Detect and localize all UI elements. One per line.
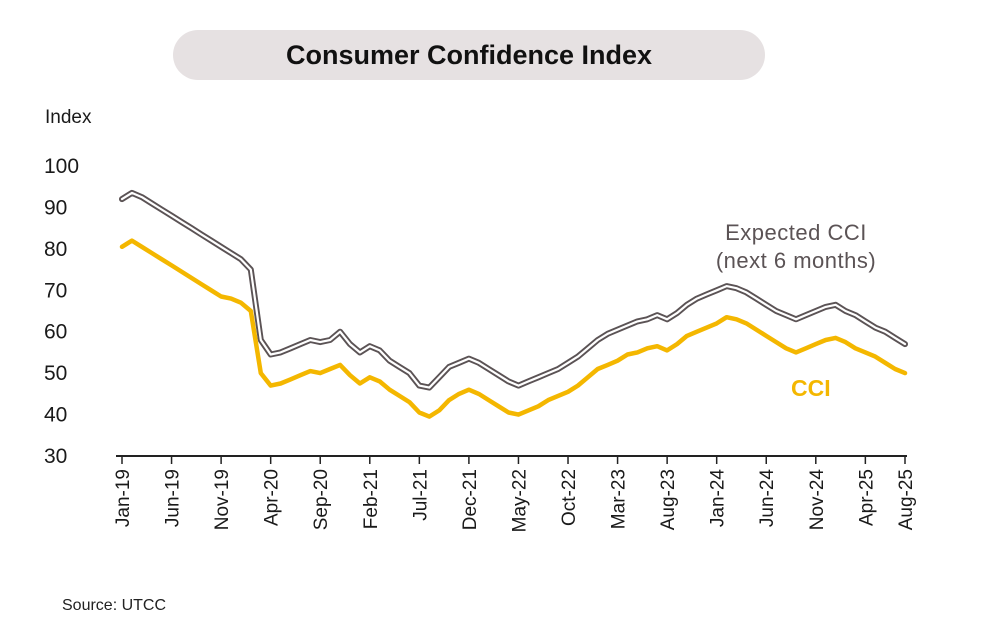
x-tick-label: Apr-25 bbox=[856, 469, 877, 526]
x-tick-label: May-22 bbox=[509, 469, 530, 532]
source-note: Source: UTCC bbox=[62, 597, 167, 614]
series-line-expected-cci-inner bbox=[120, 191, 907, 389]
y-tick-label: 90 bbox=[44, 196, 67, 219]
x-tick-label: Jul-21 bbox=[410, 469, 431, 521]
y-tick-label: 40 bbox=[44, 404, 67, 427]
x-tick-label: Mar-23 bbox=[609, 469, 630, 529]
series-label-cci: CCI bbox=[791, 375, 831, 401]
y-tick-label: 30 bbox=[44, 445, 67, 468]
x-tick-label: Feb-21 bbox=[361, 469, 382, 529]
y-tick-label: 50 bbox=[44, 362, 67, 385]
x-tick-label: Jun-19 bbox=[163, 469, 184, 527]
y-tick-label: 60 bbox=[44, 321, 67, 344]
x-tick-label: Sep-20 bbox=[311, 469, 332, 530]
y-axis-label: Index bbox=[45, 107, 92, 128]
x-tick-label: Dec-21 bbox=[460, 469, 481, 530]
y-tick-label: 100 bbox=[44, 155, 79, 178]
x-tick-label: Nov-19 bbox=[212, 469, 233, 530]
chart-title-pill: Consumer Confidence Index bbox=[173, 30, 765, 80]
series-label-expected-cci-sub: (next 6 months) bbox=[716, 248, 876, 273]
x-tick-label: Jun-24 bbox=[757, 469, 778, 528]
series-label-expected-cci: Expected CCI bbox=[725, 220, 867, 245]
y-tick-label: 80 bbox=[44, 238, 67, 261]
x-tick-label: Aug-25 bbox=[896, 469, 917, 530]
x-tick-label: Oct-22 bbox=[559, 469, 580, 526]
x-tick-label: Aug-23 bbox=[658, 469, 679, 530]
series-line-cci bbox=[119, 238, 908, 419]
x-tick-label: Apr-20 bbox=[262, 469, 283, 526]
x-tick-label: Jan-19 bbox=[113, 469, 134, 527]
y-tick-label: 70 bbox=[44, 279, 67, 302]
chart-title: Consumer Confidence Index bbox=[285, 39, 653, 70]
x-tick-label: Nov-24 bbox=[807, 469, 828, 531]
x-tick-label: Jan-24 bbox=[708, 469, 729, 528]
